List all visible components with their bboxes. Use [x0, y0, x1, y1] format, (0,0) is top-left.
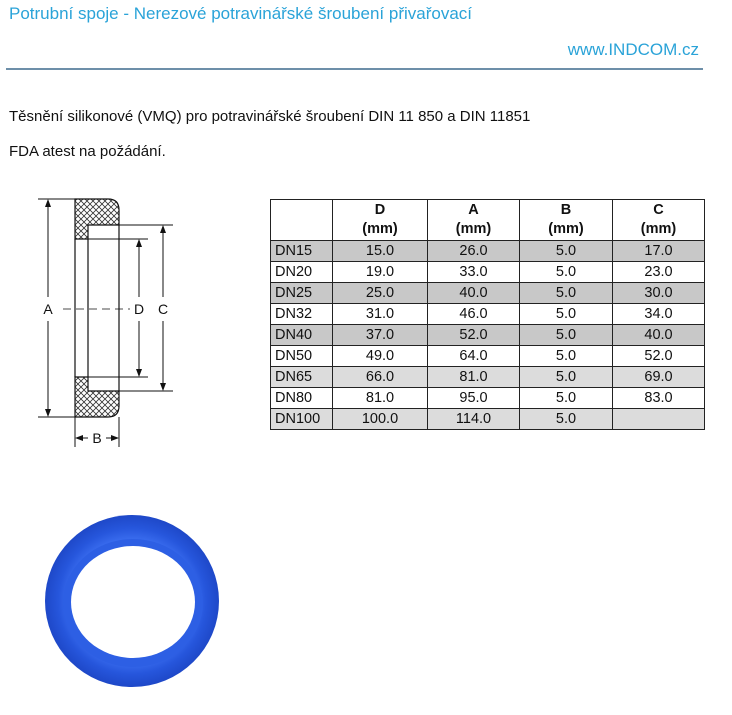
cell-d: 49.0	[332, 345, 428, 367]
cell-size: DN40	[270, 324, 333, 346]
cell-c: 17.0	[612, 240, 705, 262]
cell-b: 5.0	[519, 387, 613, 409]
cell-c	[612, 408, 705, 430]
cell-a: 64.0	[427, 345, 520, 367]
table-row: DN40 37.0 52.0 5.0 40.0	[270, 324, 705, 346]
product-description: Těsnění silikonové (VMQ) pro potravinářs…	[9, 108, 531, 125]
cell-b: 5.0	[519, 240, 613, 262]
cell-size: DN80	[270, 387, 333, 409]
cell-size: DN15	[270, 240, 333, 262]
cell-b: 5.0	[519, 345, 613, 367]
dimension-label-a: A	[43, 301, 53, 317]
header-c: C (mm)	[612, 199, 705, 241]
cell-d: 66.0	[332, 366, 428, 388]
cell-b: 5.0	[519, 282, 613, 304]
cell-c: 52.0	[612, 345, 705, 367]
table-row: DN65 66.0 81.0 5.0 69.0	[270, 366, 705, 388]
cell-b: 5.0	[519, 366, 613, 388]
header-divider	[6, 68, 703, 70]
cell-size: DN50	[270, 345, 333, 367]
cell-a: 40.0	[427, 282, 520, 304]
dimension-label-b: B	[92, 430, 101, 446]
cell-b: 5.0	[519, 261, 613, 283]
cell-d: 100.0	[332, 408, 428, 430]
cell-a: 95.0	[427, 387, 520, 409]
table-row: DN15 15.0 26.0 5.0 17.0	[270, 240, 705, 262]
cell-c: 83.0	[612, 387, 705, 409]
cell-d: 25.0	[332, 282, 428, 304]
website-link[interactable]: www.INDCOM.cz	[567, 40, 699, 59]
cell-size: DN32	[270, 303, 333, 325]
cell-size: DN65	[270, 366, 333, 388]
cell-size: DN100	[270, 408, 333, 430]
cell-c: 69.0	[612, 366, 705, 388]
cell-b: 5.0	[519, 324, 613, 346]
cell-size: DN20	[270, 261, 333, 283]
cell-a: 46.0	[427, 303, 520, 325]
page-title: Potrubní spoje - Nerezové potravinářské …	[9, 4, 473, 23]
cell-c: 23.0	[612, 261, 705, 283]
table-row: DN50 49.0 64.0 5.0 52.0	[270, 345, 705, 367]
table-row: DN32 31.0 46.0 5.0 34.0	[270, 303, 705, 325]
cell-d: 37.0	[332, 324, 428, 346]
header-size	[270, 199, 333, 241]
header-a: A (mm)	[427, 199, 520, 241]
cell-size: DN25	[270, 282, 333, 304]
table-header-row: D (mm) A (mm) B (mm) C (mm)	[270, 199, 705, 241]
cell-c: 30.0	[612, 282, 705, 304]
table-row: DN100 100.0 114.0 5.0	[270, 408, 705, 430]
cell-d: 19.0	[332, 261, 428, 283]
table-row: DN80 81.0 95.0 5.0 83.0	[270, 387, 705, 409]
seal-cross-section-diagram: A D C B	[38, 198, 173, 447]
cell-c: 34.0	[612, 303, 705, 325]
table-row: DN25 25.0 40.0 5.0 30.0	[270, 282, 705, 304]
dimension-label-d: D	[134, 301, 144, 317]
cell-a: 33.0	[427, 261, 520, 283]
header-b: B (mm)	[519, 199, 613, 241]
cell-d: 15.0	[332, 240, 428, 262]
cell-a: 52.0	[427, 324, 520, 346]
dimensions-table: D (mm) A (mm) B (mm) C (mm) DN15 15.0 26.0 5.0 1…	[270, 199, 705, 430]
cell-b: 5.0	[519, 303, 613, 325]
cell-d: 31.0	[332, 303, 428, 325]
fda-note: FDA atest na požádání.	[9, 143, 166, 160]
cell-a: 114.0	[427, 408, 520, 430]
dimension-label-c: C	[158, 301, 168, 317]
cell-a: 81.0	[427, 366, 520, 388]
header-d: D (mm)	[332, 199, 428, 241]
blue-silicone-seal-photo	[45, 515, 219, 687]
table-row: DN20 19.0 33.0 5.0 23.0	[270, 261, 705, 283]
cell-d: 81.0	[332, 387, 428, 409]
cell-c: 40.0	[612, 324, 705, 346]
cell-b: 5.0	[519, 408, 613, 430]
cell-a: 26.0	[427, 240, 520, 262]
